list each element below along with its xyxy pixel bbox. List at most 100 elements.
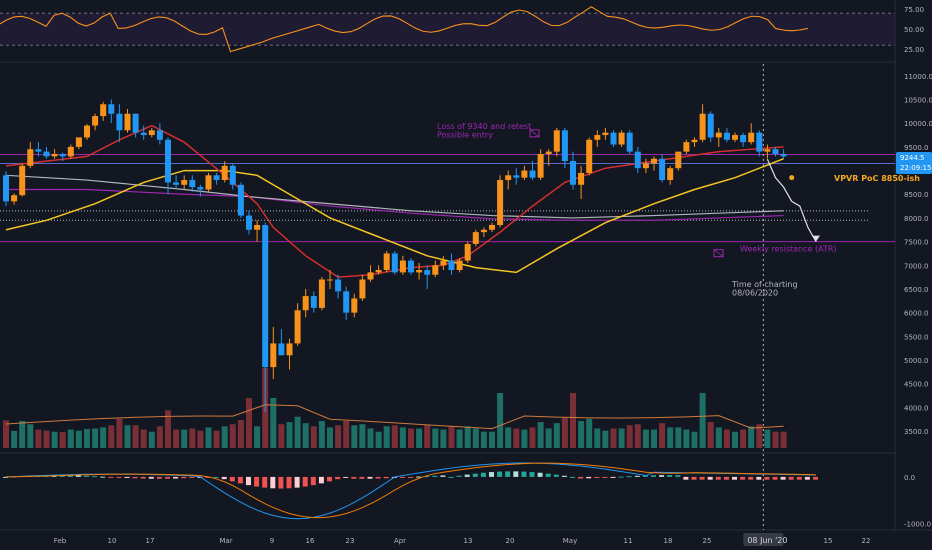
macd-panel: 0.0 -1000.0	[3, 462, 931, 528]
volume-bar	[521, 429, 528, 448]
candle	[610, 132, 617, 145]
candle	[27, 149, 34, 166]
volume-bar	[343, 421, 350, 448]
volume-ma-line	[5, 404, 784, 430]
candle	[424, 270, 431, 275]
macd-histogram-bar	[408, 476, 413, 478]
volume-bar	[699, 393, 706, 448]
time-tick-label: Mar	[219, 537, 232, 545]
candle	[318, 279, 325, 308]
macd-histogram-bar	[464, 474, 470, 477]
volume-bar	[270, 398, 277, 448]
candle	[602, 132, 609, 136]
macd-histogram-bar	[618, 476, 624, 478]
macd-histogram-bar	[456, 475, 462, 477]
volume-bar	[84, 428, 90, 448]
candle	[335, 279, 342, 292]
volume-bar	[683, 429, 690, 448]
candle	[642, 163, 649, 169]
volume-bar	[205, 427, 212, 448]
macd-histogram-bar	[189, 476, 195, 478]
volume-bar	[181, 429, 188, 448]
candle	[213, 175, 220, 181]
macd-histogram-bar	[659, 475, 665, 477]
volume-bar	[610, 428, 617, 448]
volume-bar	[667, 427, 674, 448]
macd-histogram-bar	[788, 476, 794, 480]
candle	[11, 195, 18, 202]
candle	[359, 279, 366, 299]
macd-histogram-bar	[537, 472, 543, 477]
macd-histogram-bar	[667, 475, 673, 477]
candle	[246, 215, 252, 230]
macd-histogram-bar	[221, 476, 227, 480]
flag-icon-stroke	[529, 129, 540, 138]
candle	[399, 260, 406, 273]
volume-bar	[456, 429, 463, 448]
candle	[197, 187, 204, 190]
volume-bar	[723, 429, 730, 448]
volume-bar	[294, 416, 301, 448]
candle	[440, 260, 447, 266]
macd-histogram-bar	[156, 476, 162, 479]
volume-bar	[335, 425, 342, 448]
price-axis: 11000.010500.010000.09500.09000.08500.08…	[896, 73, 932, 436]
candle	[683, 142, 690, 152]
volume-bar	[772, 431, 779, 448]
volume-bar	[626, 425, 633, 448]
macd-histogram-bar	[424, 476, 430, 478]
macd-histogram-bar	[715, 476, 721, 480]
rsi-tick-label: 75.00	[904, 6, 924, 14]
volume-bar	[675, 427, 682, 448]
time-tick-label: 15	[824, 537, 833, 545]
candle	[237, 184, 244, 216]
ema-yellow-line	[5, 158, 784, 274]
candle	[173, 182, 180, 185]
price-tick-label: 6500.0	[904, 286, 929, 294]
volume-bar	[327, 427, 333, 448]
volume-bar	[213, 430, 220, 448]
volume-bar	[100, 427, 107, 448]
time-tick-label: 11	[624, 537, 633, 545]
volume-bar	[59, 432, 66, 448]
rsi-tick-label: 50.00	[904, 26, 924, 34]
candle	[756, 132, 763, 152]
macd-histogram-bar	[416, 476, 422, 478]
candle	[732, 135, 738, 140]
volume-bar	[351, 425, 358, 448]
volume-bar	[732, 431, 738, 448]
macd-histogram-bar	[213, 476, 219, 478]
macd-histogram-bar	[472, 473, 478, 477]
macd-histogram-bar	[124, 476, 130, 478]
price-tick-label: 7500.0	[904, 239, 929, 247]
candle	[302, 296, 309, 311]
macd-histogram-bar	[634, 475, 640, 477]
macd-histogram-bar	[254, 476, 260, 487]
volume-bar	[310, 426, 317, 448]
volume-bar	[715, 427, 722, 448]
macd-histogram-bar	[375, 476, 381, 479]
time-tick-label: 20	[506, 537, 515, 545]
time-tick-label: 18	[664, 537, 673, 545]
volume-bar	[505, 427, 512, 448]
candle	[472, 232, 479, 244]
candle	[416, 270, 423, 273]
candle	[189, 180, 196, 188]
volume-bar	[553, 423, 560, 448]
main-panel: 11000.010500.010000.09500.09000.08500.08…	[0, 64, 932, 530]
macd-histogram-bar	[278, 476, 284, 489]
macd-histogram-bar	[570, 476, 575, 478]
macd-histogram-bar	[489, 472, 494, 477]
volume-bar	[75, 430, 82, 448]
candle	[156, 130, 163, 140]
volume-bar	[35, 429, 42, 448]
macd-histogram-bar	[707, 476, 713, 480]
macd-histogram-bar	[165, 476, 170, 479]
volume-bar	[424, 425, 431, 448]
macd-histogram-bar	[108, 476, 114, 478]
time-tick-label: Apr	[394, 537, 406, 545]
candle	[740, 135, 747, 143]
annotation-text: 08/06/2020	[732, 289, 778, 298]
macd-histogram-bar	[480, 472, 486, 477]
